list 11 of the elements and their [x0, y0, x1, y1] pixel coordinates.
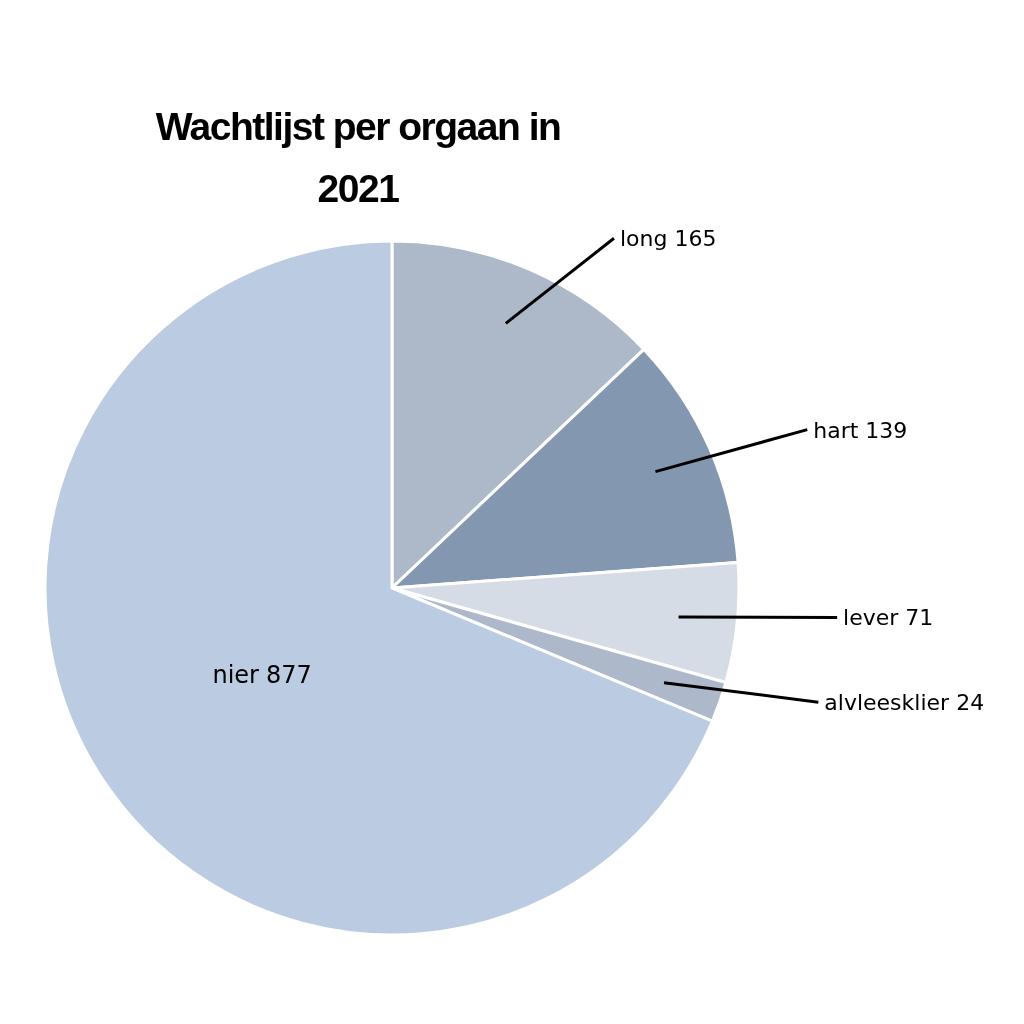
data-label: 165: [674, 225, 717, 251]
data-label: 877: [265, 660, 312, 689]
slice-label: lever: [843, 604, 900, 630]
slice-label: hart: [813, 417, 859, 443]
slice-label: alvleesklier: [824, 689, 951, 715]
data-label: 139: [865, 417, 908, 443]
data-label: 71: [905, 604, 934, 630]
slice-label: nier: [212, 660, 260, 689]
data-label: 24: [956, 689, 985, 715]
slice-label: long: [620, 225, 668, 251]
chart-title: Wachtlijst per orgaan in 2021: [154, 104, 562, 212]
